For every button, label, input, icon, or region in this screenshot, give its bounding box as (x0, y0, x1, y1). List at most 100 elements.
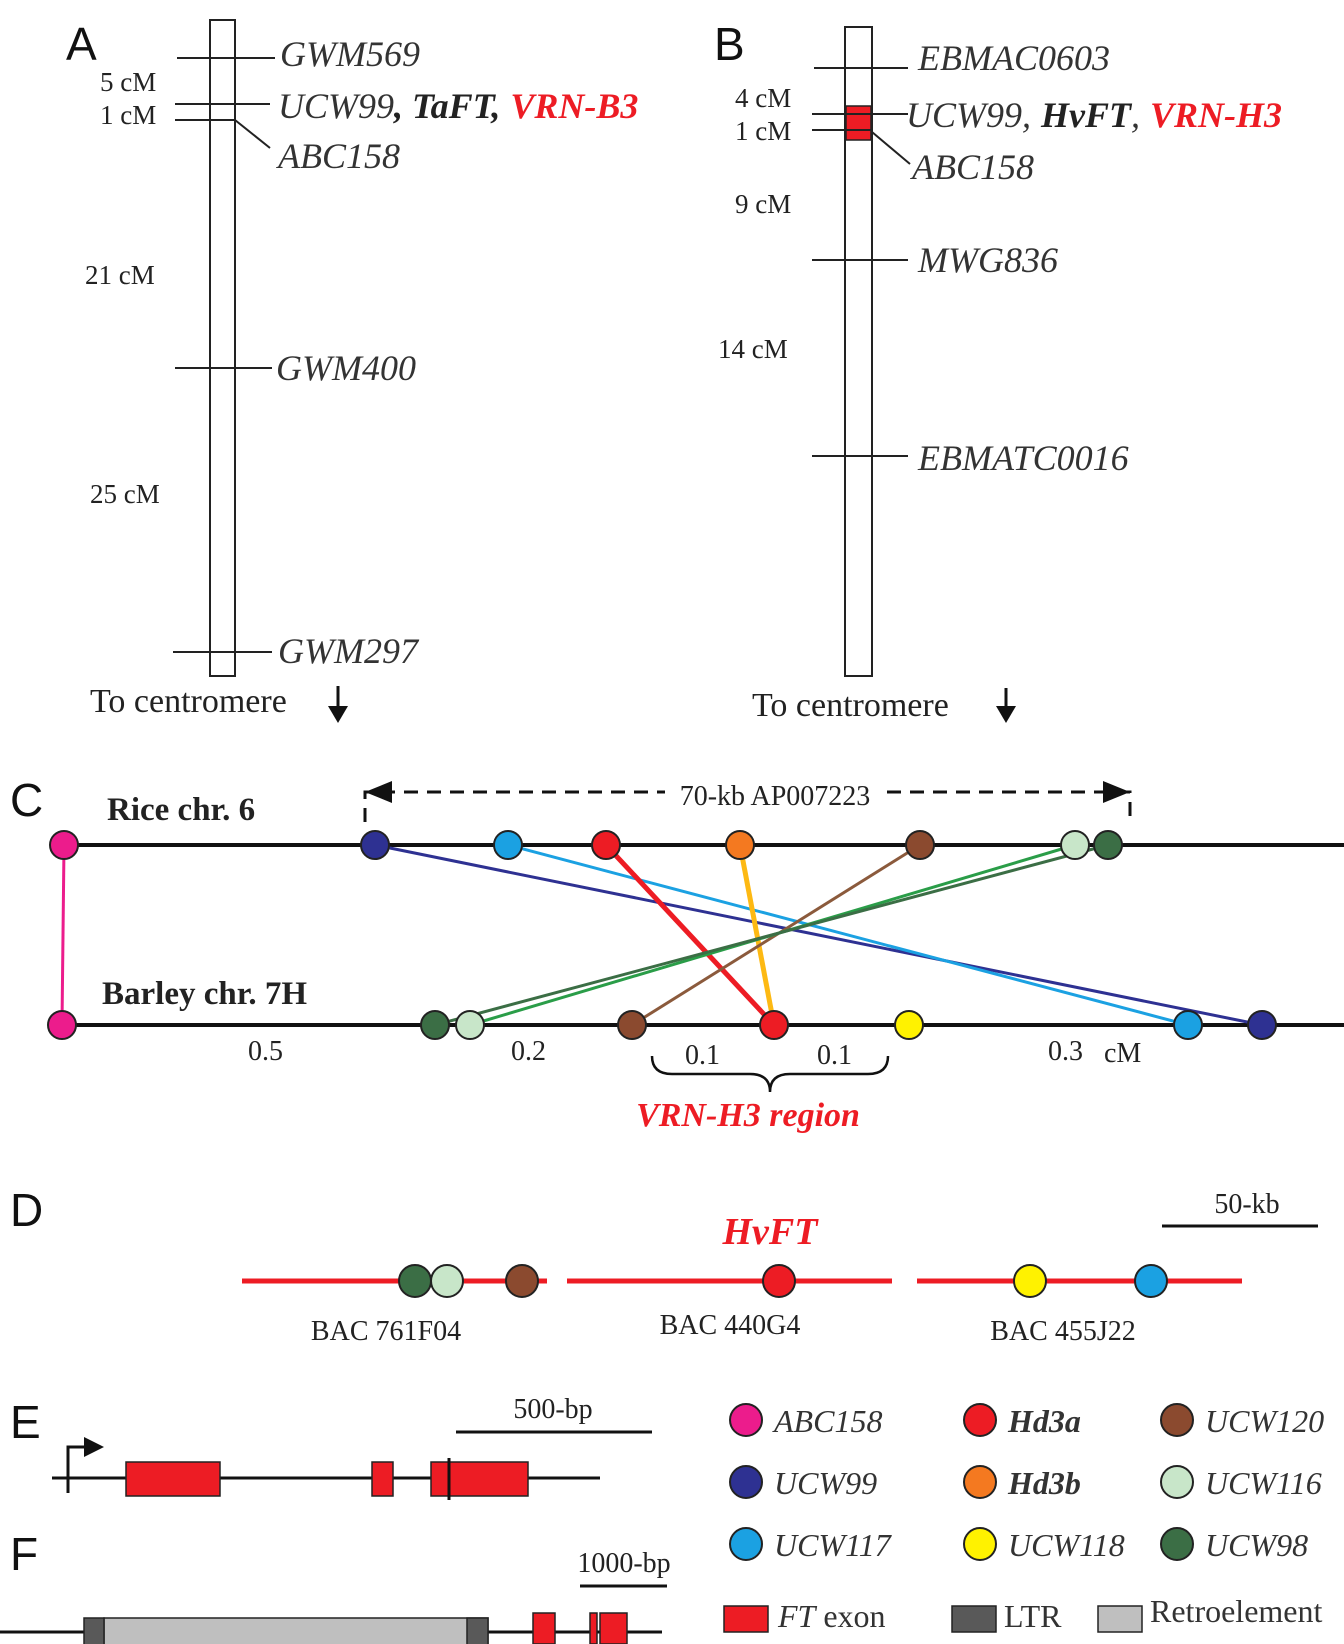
legend-ltr-label: LTR (1004, 1598, 1062, 1634)
bac-dot-ucw116 (430, 1264, 464, 1298)
synteny-links (60, 843, 1263, 1027)
rice-dot-ucw116 (1060, 830, 1090, 860)
rice-dot-hd3b (725, 830, 755, 860)
barley-dot-ucw98 (420, 1010, 450, 1040)
distance-label: 0.2 (511, 1036, 546, 1067)
marker-abc158: ABC158 (276, 136, 400, 176)
legend-dot-ucw118 (963, 1527, 997, 1561)
tss-arrow-icon (66, 1437, 104, 1493)
legend-dot-ucw98 (1160, 1527, 1194, 1561)
legend-label-ucw116: UCW116 (1205, 1465, 1322, 1501)
scale-label-1000bp: 1000-bp (577, 1548, 670, 1579)
ltr-left (83, 1617, 105, 1644)
panel-a-label: A (66, 18, 97, 70)
legend-label-abc158: ABC158 (772, 1403, 882, 1439)
rice-markers (49, 830, 1123, 860)
scale-label-50kb: 50-kb (1214, 1189, 1279, 1220)
vrn-h3-region-marker (845, 105, 872, 141)
distance-label: 0.3 (1048, 1036, 1083, 1067)
to-centromere-b: To centromere (752, 687, 949, 724)
legend-label-hd3b: Hd3b (1007, 1465, 1081, 1501)
chromosome-a (209, 19, 236, 677)
distance-label: 5 cM (100, 67, 156, 97)
ft-exon-2 (371, 1461, 394, 1497)
distance-label: 21 cM (85, 260, 155, 290)
barley-dot-hvft (759, 1010, 789, 1040)
rice-dot-ucw117 (493, 830, 523, 860)
rice-dot-ucw98 (1093, 830, 1123, 860)
barley-markers (47, 1010, 1277, 1040)
retro-exon-2 (589, 1612, 598, 1644)
ft-exon-3 (430, 1461, 529, 1497)
marker-ebmac0603: EBMAC0603 (917, 38, 1110, 78)
barley-dot-ucw99 (1247, 1010, 1277, 1040)
marker-ucw99-hvft-vrnh3: UCW99, HvFT, VRN-H3 (906, 95, 1282, 135)
scale-label-500bp: 500-bp (513, 1394, 592, 1425)
rice-chr6-label: Rice chr. 6 (107, 792, 255, 828)
legend-swatch-ltr (951, 1605, 997, 1633)
marker-gwm400: GWM400 (276, 348, 416, 388)
bac-span-arrow (363, 781, 1132, 822)
ft-exon-1 (125, 1461, 221, 1497)
distance-label: 9 cM (735, 189, 791, 219)
retroelement-block (103, 1617, 489, 1644)
bac-dot-ucw120 (505, 1264, 539, 1298)
ltr-right (466, 1617, 489, 1644)
legend-dot-ucw120 (1160, 1403, 1194, 1437)
legend-label-ucw99: UCW99 (774, 1465, 877, 1501)
barley-dot-ucw120 (617, 1010, 647, 1040)
bac-ap007223-label: 70-kb AP007223 (680, 781, 871, 812)
legend-dot-hd3b (963, 1465, 997, 1499)
panel-d-label: D (10, 1184, 43, 1236)
distance-unit-label: cM (1104, 1038, 1141, 1069)
down-arrow-icon (996, 688, 1016, 723)
marker-ebmatc0016: EBMATC0016 (917, 438, 1129, 478)
link-hd3b (737, 844, 777, 1026)
distance-label: 14 cM (718, 334, 788, 364)
distance-label: 0.1 (817, 1040, 852, 1071)
bac-440g4-label: BAC 440G4 (660, 1310, 801, 1341)
barley-chr7h-label: Barley chr. 7H (102, 976, 307, 1012)
marker-ucw99-taft-vrnb3: UCW99, TaFT, VRN-B3 (278, 86, 638, 126)
marker-gwm297: GWM297 (278, 631, 420, 671)
marker-gwm569: GWM569 (280, 34, 420, 74)
rice-dot-abc158 (49, 830, 79, 860)
retro-exon-1 (532, 1612, 556, 1644)
region-brace (650, 1055, 890, 1093)
legend-retroelement-label: Retroelement (1150, 1593, 1322, 1629)
to-centromere-a: To centromere (90, 683, 287, 720)
marker-mwg836: MWG836 (917, 240, 1058, 280)
panel-b-label: B (714, 18, 745, 70)
bac-dot-hvft (762, 1264, 796, 1298)
distance-label: 4 cM (735, 83, 791, 113)
legend-dot-abc158 (729, 1403, 763, 1437)
retro-exon-3 (599, 1612, 628, 1644)
bac-761f04-label: BAC 761F04 (311, 1316, 461, 1347)
legend-label-hd3a: Hd3a (1007, 1403, 1081, 1439)
link-ucw99 (374, 843, 1263, 1027)
marker-leader (234, 119, 271, 149)
legend-dot-ucw116 (1160, 1465, 1194, 1499)
down-arrow-icon (328, 686, 348, 723)
legend-dot-ucw117 (729, 1527, 763, 1561)
distance-label: 0.5 (248, 1036, 283, 1067)
marker-abc158-b: ABC158 (910, 147, 1034, 187)
rice-dot-ucw120 (905, 830, 935, 860)
panel-c-label: C (10, 774, 43, 826)
legend-label-ucw120: UCW120 (1205, 1403, 1324, 1439)
distance-label: 1 cM (735, 116, 791, 146)
bac-dot-ucw118 (1013, 1264, 1047, 1298)
legend-dot-hd3a (963, 1403, 997, 1437)
vrn-h3-region-label: VRN-H3 region (636, 1097, 860, 1134)
barley-dot-ucw117 (1173, 1010, 1203, 1040)
link-ucw98 (434, 843, 1109, 1027)
rice-dot-hd3a (591, 830, 621, 860)
legend: ABC158 Hd3a UCW120 UCW99 Hd3b UCW116 UCW117 UCW… (723, 1403, 1324, 1634)
panel-f-label: F (10, 1528, 38, 1580)
distance-label: 0.1 (685, 1040, 720, 1071)
marker-leader (871, 131, 911, 165)
link-abc158 (60, 845, 66, 1025)
distance-label: 25 cM (90, 479, 160, 509)
barley-dot-abc158 (47, 1010, 77, 1040)
